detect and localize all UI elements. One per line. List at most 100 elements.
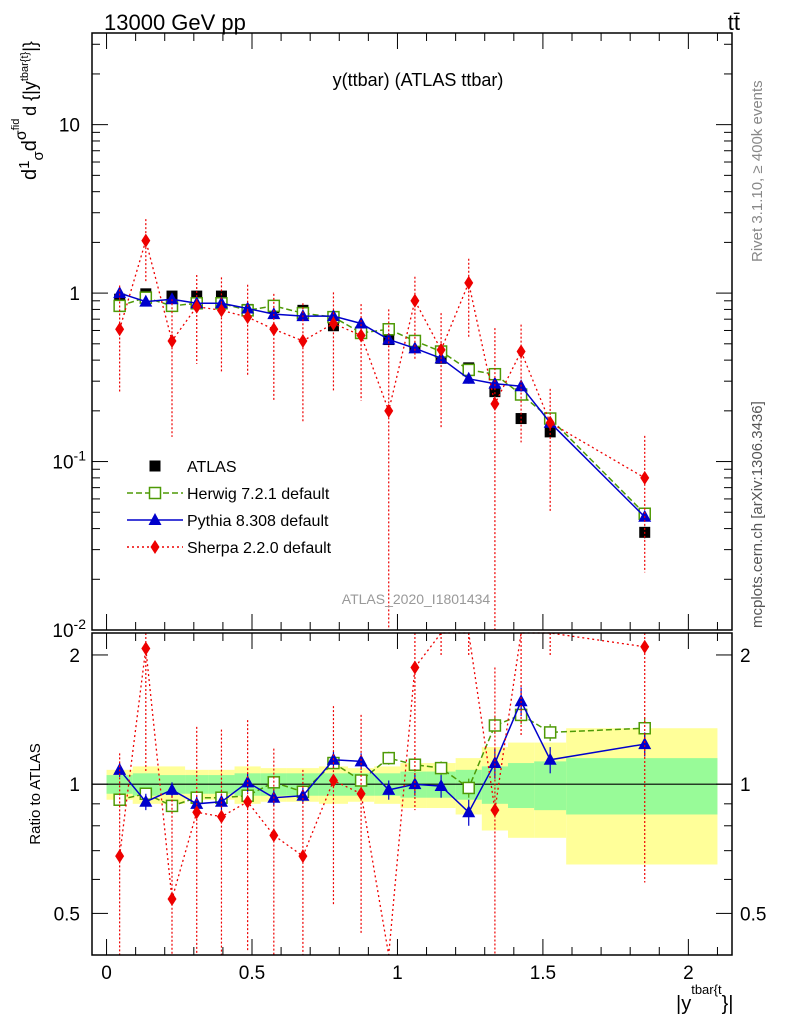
main-point [241, 301, 255, 314]
main-point [141, 233, 151, 248]
main-panel-marks [113, 219, 652, 630]
legend-label: Sherpa 2.2.0 default [187, 540, 332, 557]
main-point [436, 342, 446, 357]
legend-item-herwig: Herwig 7.2.1 default [127, 486, 330, 503]
rivet-version-label: Rivet 3.1.10, ≥ 400k events [749, 80, 766, 262]
main-point [488, 376, 502, 389]
ratio-line-sherpa [118, 632, 645, 956]
ratio-y-tick-label-right: 0.5 [740, 904, 766, 925]
ratio-panel-axis: 2 2 1 1 0.5 0.5 0 0.5 1 1.5 2 [54, 633, 766, 984]
ratio-point [165, 782, 179, 795]
legend-label: Pythia 8.308 default [187, 513, 329, 530]
analysis-watermark: ATLAS_2020_I1801434 [342, 591, 491, 607]
x-axis-label-text: |ytbar{t}| [676, 982, 733, 1015]
main-point [139, 294, 153, 307]
main-point [243, 310, 253, 325]
ratio-point [410, 660, 420, 675]
main-panel-frame [91, 32, 733, 631]
legend-marker [150, 540, 160, 554]
main-point [384, 403, 394, 418]
main-y-tick-label: 10 [59, 116, 80, 137]
ratio-y-tick-label: 0.5 [54, 904, 80, 925]
ratio-x-tick-label: 2 [683, 963, 694, 984]
ratio-point [141, 641, 151, 656]
main-line-pythia [119, 292, 646, 518]
ratio-point [640, 639, 650, 654]
main-point [490, 396, 500, 411]
ratio-band-inner [566, 758, 718, 815]
legend-marker [149, 460, 161, 472]
main-y-axis-label: d1σdσfid d {|ytbar{t}|} [10, 41, 47, 180]
ratio-point [462, 805, 476, 818]
main-line-sherpa [118, 238, 646, 479]
ratio-band-inner [508, 763, 535, 809]
main-y-axis-label-text: d1σdσfid d {|ytbar{t}|} [10, 41, 47, 180]
main-point [544, 426, 556, 438]
main-series-sherpa [115, 219, 650, 630]
main-y-tick-label: 10-2 [52, 616, 86, 642]
main-point [113, 286, 127, 299]
legend-marker [148, 486, 162, 500]
mcplots-credit-label: mcplots.cern.ch [arXiv:1306.3436] [749, 401, 766, 628]
main-point [115, 322, 125, 337]
ratio-series-sherpa [115, 632, 650, 956]
main-point [356, 328, 366, 343]
main-point [410, 293, 420, 308]
ratio-point [434, 779, 448, 792]
main-series-pythia [113, 286, 652, 522]
ratio-uncertainty-bands [92, 728, 732, 865]
main-point [298, 333, 308, 348]
ratio-point [490, 803, 500, 818]
ratio-point [214, 794, 228, 807]
main-point [269, 322, 279, 337]
ratio-point [139, 794, 153, 807]
ratio-point [514, 694, 528, 707]
ratio-point [243, 794, 253, 809]
main-point [165, 292, 179, 305]
ratio-line-pythia [119, 699, 645, 814]
legend-label: Herwig 7.2.1 default [187, 486, 330, 503]
header-energy-label: 13000 GeV pp [104, 10, 246, 35]
main-point [354, 316, 368, 329]
legend-item-sherpa: Sherpa 2.2.0 default [127, 540, 332, 557]
ratio-point [382, 751, 395, 765]
ratio-panel: 2 2 1 1 0.5 0.5 0 0.5 1 1.5 2 Ratio to ATLAS |ytba… [27, 632, 766, 1015]
header-process-label: tt̄ [728, 10, 740, 35]
ratio-point [115, 849, 125, 864]
ratio-point [408, 777, 422, 790]
ratio-x-tick-label: 0.5 [239, 963, 265, 984]
main-point [462, 371, 476, 384]
ratio-y-axis-label: Ratio to ATLAS [27, 743, 44, 844]
main-point [408, 341, 422, 354]
legend: ATLAS Herwig 7.2.1 default Pythia 8.308 de… [127, 459, 332, 557]
ratio-point [638, 737, 652, 750]
ratio-x-tick-label: 0 [101, 963, 112, 984]
ratio-point [356, 786, 366, 801]
ratio-point [543, 726, 557, 739]
main-point [328, 316, 338, 331]
main-y-tick-label: 10-1 [52, 448, 86, 474]
ratio-panel-marks [113, 632, 652, 956]
main-point [464, 275, 474, 290]
main-point [640, 470, 650, 485]
ratio-point [269, 828, 279, 843]
ratio-x-tick-label: 1.5 [530, 963, 556, 984]
ratio-point [190, 796, 204, 809]
ratio-point [434, 761, 448, 775]
main-panel-axis: 10 1 10-1 10-2 [52, 33, 732, 642]
main-point [489, 386, 501, 398]
main-line-herwig [119, 296, 646, 515]
ratio-y-tick-label: 1 [69, 775, 80, 796]
legend-marker [148, 513, 162, 525]
main-point [216, 303, 226, 318]
ratio-x-tick-label: 1 [392, 963, 403, 984]
ratio-point [113, 793, 126, 806]
ratio-point [216, 809, 226, 824]
ratio-point [462, 781, 475, 795]
ratio-point [543, 752, 557, 765]
main-point [267, 307, 281, 320]
main-point [545, 415, 555, 430]
ratio-point [165, 799, 179, 813]
ratio-point [408, 758, 422, 771]
